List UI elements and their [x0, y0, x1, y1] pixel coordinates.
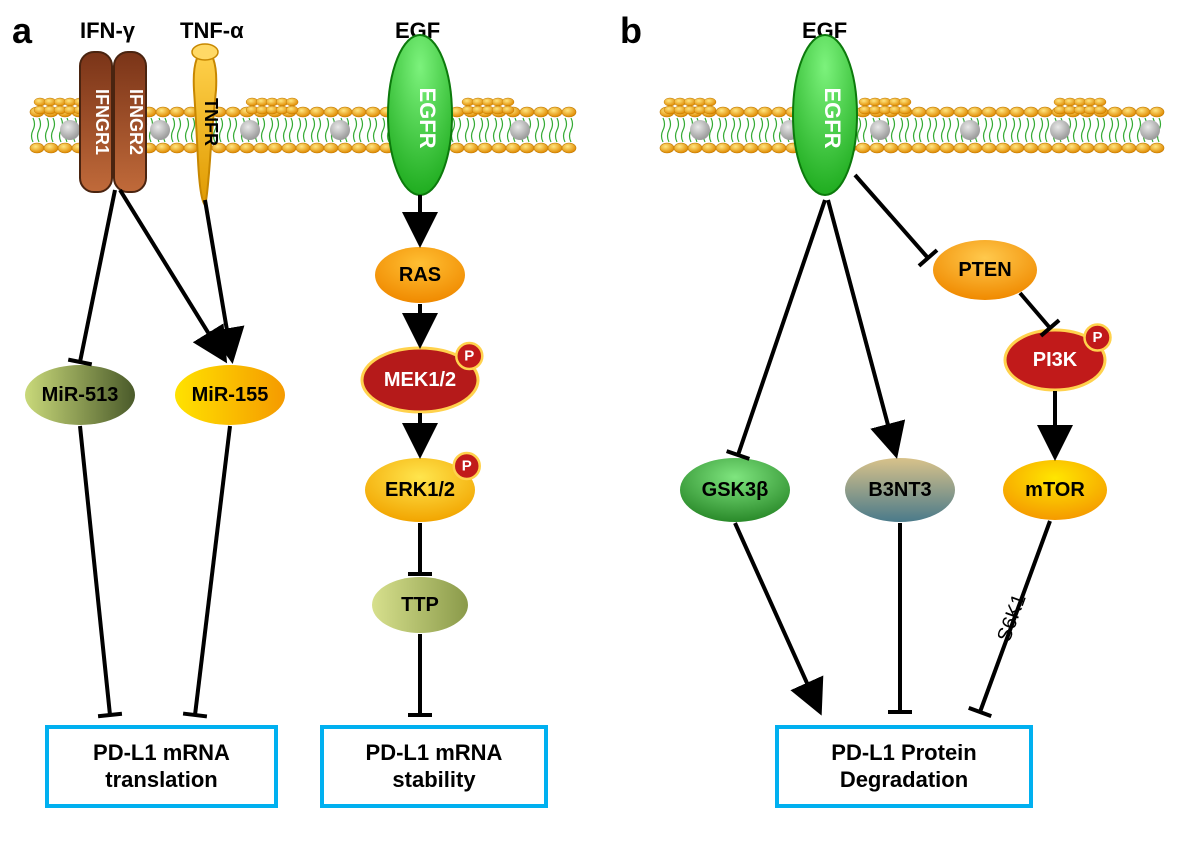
svg-text:mTOR: mTOR: [1025, 479, 1085, 501]
edge-label-s6k1: S6K1: [993, 591, 1030, 645]
svg-text:RAS: RAS: [399, 264, 441, 286]
node-mir513: MiR-513: [25, 365, 135, 425]
node-ras: RAS: [375, 247, 465, 303]
node-pten: PTEN: [933, 240, 1037, 300]
svg-text:B3NT3: B3NT3: [868, 479, 931, 501]
receptor-egfr-a: EGFR: [388, 35, 452, 195]
svg-text:TTP: TTP: [401, 594, 439, 616]
receptor-ifngr2: IFNGR2: [114, 52, 146, 192]
svg-text:GSK3β: GSK3β: [702, 479, 769, 501]
node-mtor: mTOR: [1003, 460, 1107, 520]
svg-text:EGFR: EGFR: [415, 87, 440, 148]
outcome-degradation: PD-L1 ProteinDegradation: [775, 725, 1033, 808]
svg-text:IFNGR2: IFNGR2: [126, 89, 146, 155]
svg-text:IFNGR1: IFNGR1: [92, 89, 112, 155]
node-gsk3b: GSK3β: [680, 458, 790, 522]
receptor-egfr-b: EGFR: [793, 35, 857, 195]
svg-text:PI3K: PI3K: [1033, 349, 1078, 371]
svg-text:MiR-513: MiR-513: [42, 384, 119, 406]
outcome-translation: PD-L1 mRNAtranslation: [45, 725, 278, 808]
node-pi3k: P PI3K: [1005, 325, 1111, 391]
svg-text:P: P: [1092, 329, 1102, 346]
outcome-stability: PD-L1 mRNAstability: [320, 725, 548, 808]
svg-text:PTEN: PTEN: [958, 259, 1011, 281]
svg-text:ERK1/2: ERK1/2: [385, 479, 455, 501]
node-erk: P ERK1/2: [365, 453, 480, 522]
svg-text:MiR-155: MiR-155: [192, 384, 269, 406]
node-ttp: TTP: [372, 577, 468, 633]
svg-text:EGFR: EGFR: [820, 87, 845, 148]
svg-text:MEK1/2: MEK1/2: [384, 369, 456, 391]
svg-text:P: P: [464, 348, 474, 365]
node-mek: P MEK1/2: [362, 343, 482, 412]
node-b3nt3: B3NT3: [845, 458, 955, 522]
receptor-tnfr: TNFR: [192, 44, 221, 205]
diagram-canvas: IFNGR1 IFNGR2 TNFR EGFR EGFR MiR-513 MiR-…: [0, 0, 1181, 842]
svg-text:TNFR: TNFR: [201, 98, 221, 146]
svg-text:P: P: [462, 458, 472, 475]
receptor-ifngr1: IFNGR1: [80, 52, 112, 192]
node-mir155: MiR-155: [175, 365, 285, 425]
